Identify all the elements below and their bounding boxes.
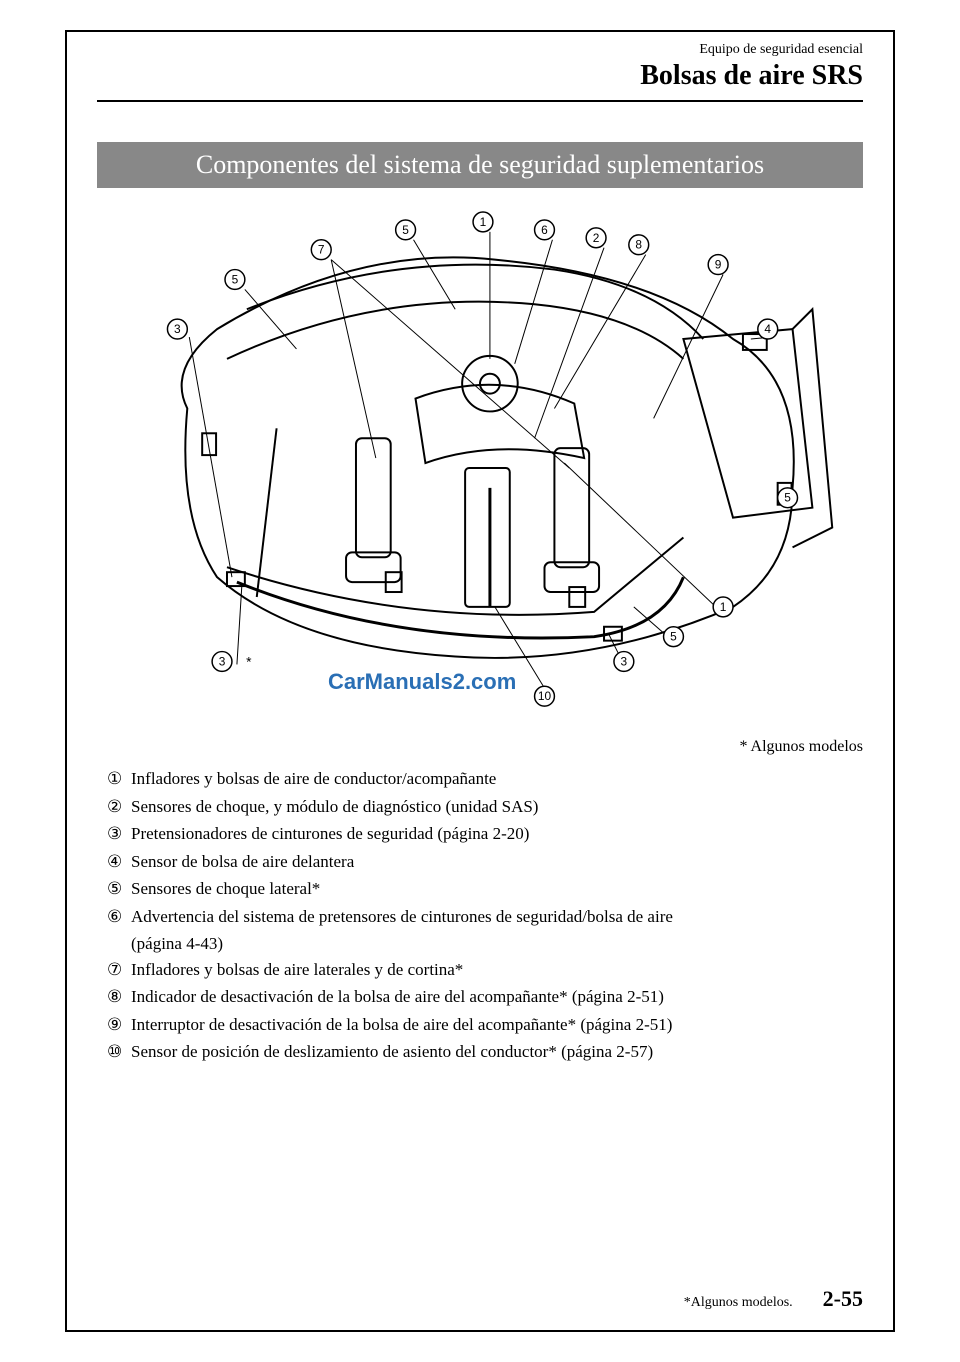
- legend-num: ②: [107, 794, 131, 820]
- svg-text:2: 2: [593, 231, 600, 245]
- legend-text: Advertencia del sistema de pretensores d…: [131, 904, 853, 930]
- svg-text:5: 5: [232, 272, 239, 286]
- section-title: Componentes del sistema de seguridad sup…: [97, 142, 863, 188]
- page-header: Equipo de seguridad esencial Bolsas de a…: [67, 32, 893, 92]
- callout-7: 7: [311, 240, 331, 260]
- callout-5: 5: [396, 220, 416, 240]
- svg-text:8: 8: [635, 238, 642, 252]
- svg-text:5: 5: [402, 223, 409, 237]
- legend-item-3: ③Pretensionadores de cinturones de segur…: [107, 821, 853, 847]
- legend-num: ⑧: [107, 984, 131, 1010]
- page-number: 2-55: [823, 1286, 863, 1312]
- legend-item-8: ⑧Indicador de desactivación de la bolsa …: [107, 984, 853, 1010]
- header-title: Bolsas de aire SRS: [97, 60, 863, 92]
- legend-item-1: ①Infladores y bolsas de aire de conducto…: [107, 766, 853, 792]
- callout-5: 5: [778, 488, 798, 508]
- legend-item-9: ⑨Interruptor de desactivación de la bols…: [107, 1012, 853, 1038]
- svg-text:1: 1: [480, 215, 487, 229]
- legend-text: Sensores de choque, y módulo de diagnóst…: [131, 794, 853, 820]
- legend-item-6: ⑥Advertencia del sistema de pretensores …: [107, 904, 853, 930]
- page-frame: Equipo de seguridad esencial Bolsas de a…: [65, 30, 895, 1332]
- legend-num: ①: [107, 766, 131, 792]
- legend-text-cont: (página 4-43): [107, 931, 853, 957]
- page-footer: *Algunos modelos. 2-55: [97, 1286, 863, 1312]
- legend-list: ①Infladores y bolsas de aire de conducto…: [107, 766, 853, 1065]
- callout-8: 8: [629, 235, 649, 255]
- callout-asterisk: *: [246, 653, 252, 669]
- callout-3: 3: [614, 652, 634, 672]
- header-rule: [97, 100, 863, 102]
- callout-1: 1: [713, 597, 733, 617]
- callout-1: 1: [473, 212, 493, 232]
- legend-text: Infladores y bolsas de aire de conductor…: [131, 766, 853, 792]
- svg-text:7: 7: [318, 243, 325, 257]
- legend-item-5: ⑤Sensores de choque lateral*: [107, 876, 853, 902]
- svg-text:4: 4: [764, 322, 771, 336]
- svg-text:1: 1: [720, 600, 727, 614]
- callout-9: 9: [708, 255, 728, 275]
- legend-text: Sensor de posición de deslizamiento de a…: [131, 1039, 853, 1065]
- legend-num: ④: [107, 849, 131, 875]
- svg-text:5: 5: [670, 630, 677, 644]
- callout-6: 6: [535, 220, 555, 240]
- legend-text: Sensores de choque lateral*: [131, 876, 853, 902]
- footer-note: *Algunos modelos.: [684, 1295, 793, 1311]
- svg-text:3: 3: [219, 654, 226, 668]
- callout-3: 3: [212, 652, 232, 672]
- legend-num: ⑨: [107, 1012, 131, 1038]
- diagram-asterisk-note: * Algunos modelos: [97, 738, 863, 756]
- diagram-svg: 5 1 6 2 8 7 9 5 3 4 5 1 5 3 10 3 *: [98, 209, 862, 727]
- legend-num: ⑥: [107, 904, 131, 930]
- legend-item-10: ⑩Sensor de posición de deslizamiento de …: [107, 1039, 853, 1065]
- srs-diagram: 5 1 6 2 8 7 9 5 3 4 5 1 5 3 10 3 * CarManuals2.com: [97, 208, 863, 728]
- callout-3: 3: [167, 319, 187, 339]
- svg-text:6: 6: [541, 223, 548, 237]
- legend-num: ③: [107, 821, 131, 847]
- legend-item-2: ②Sensores de choque, y módulo de diagnós…: [107, 794, 853, 820]
- legend-text: Sensor de bolsa de aire delantera: [131, 849, 853, 875]
- watermark: CarManuals2.com: [328, 669, 516, 695]
- svg-text:3: 3: [174, 322, 181, 336]
- svg-text:3: 3: [621, 654, 628, 668]
- legend-text: Indicador de desactivación de la bolsa d…: [131, 984, 853, 1010]
- legend-text: Pretensionadores de cinturones de seguri…: [131, 821, 853, 847]
- legend-num: ⑤: [107, 876, 131, 902]
- callout-2: 2: [586, 228, 606, 248]
- callout-5: 5: [225, 270, 245, 290]
- svg-text:10: 10: [538, 689, 552, 703]
- svg-text:5: 5: [784, 491, 791, 505]
- legend-text: Infladores y bolsas de aire laterales y …: [131, 957, 853, 983]
- legend-text: Interruptor de desactivación de la bolsa…: [131, 1012, 853, 1038]
- callout-10: 10: [535, 686, 555, 706]
- legend-item-4: ④Sensor de bolsa de aire delantera: [107, 849, 853, 875]
- legend-num: ⑦: [107, 957, 131, 983]
- legend-num: ⑩: [107, 1039, 131, 1065]
- legend-item-7: ⑦Infladores y bolsas de aire laterales y…: [107, 957, 853, 983]
- callout-4: 4: [758, 319, 778, 339]
- callout-5: 5: [664, 627, 684, 647]
- svg-text:9: 9: [715, 258, 722, 272]
- header-category: Equipo de seguridad esencial: [97, 42, 863, 58]
